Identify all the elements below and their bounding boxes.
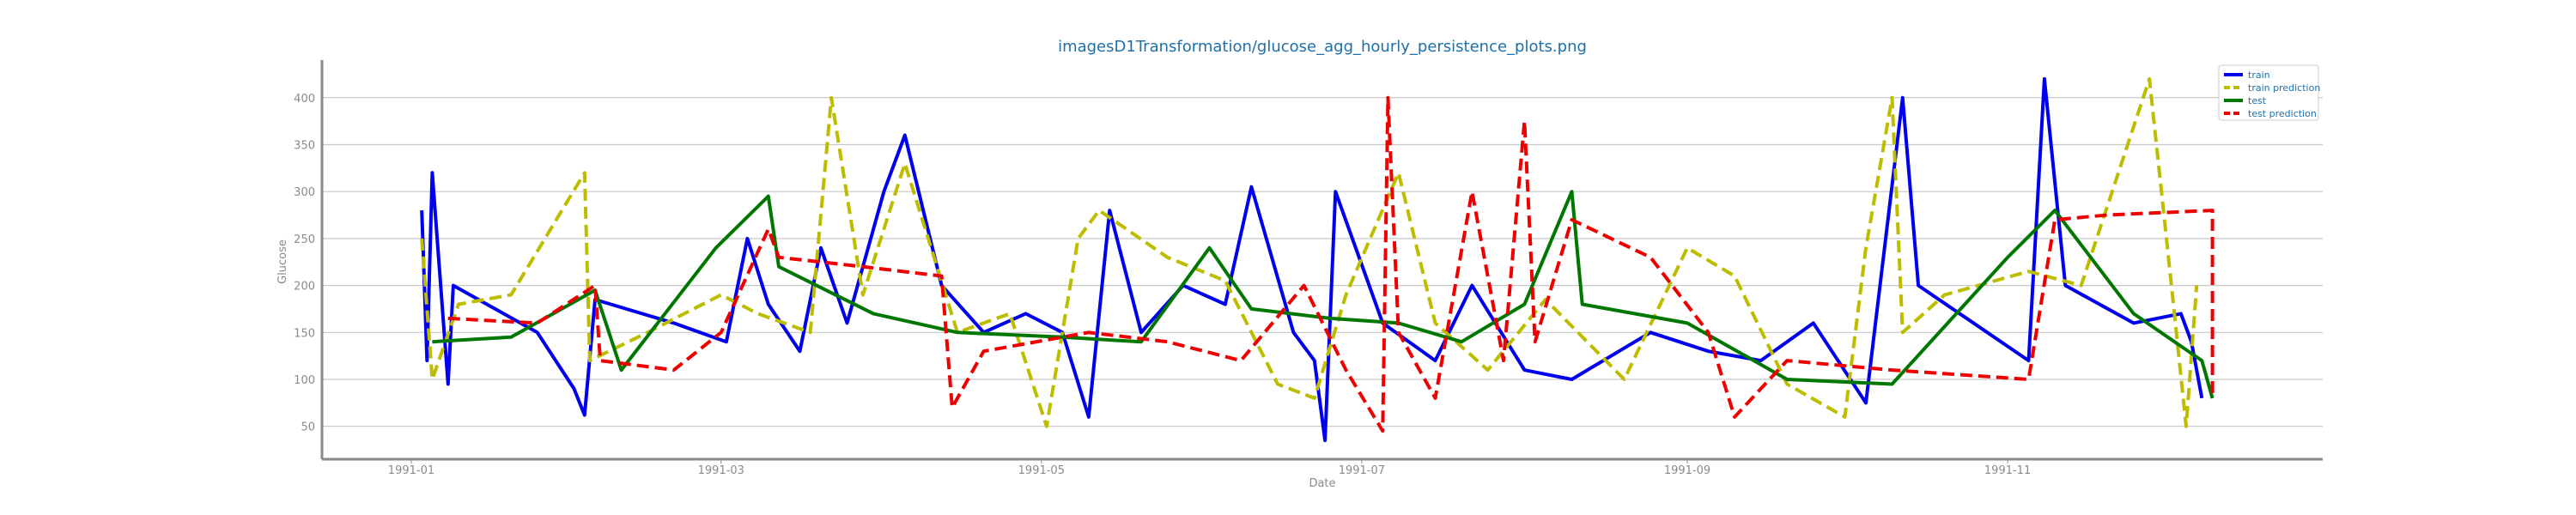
series-line-test — [432, 190, 2215, 399]
chart-title: imagesD1Transformation/glucose_agg_hourl… — [1058, 38, 1587, 56]
legend-label: test prediction — [2248, 108, 2317, 119]
x-tick-label: 1991-09 — [1664, 464, 1710, 477]
y-axis-label: Glucose — [276, 239, 289, 284]
x-tick-label: 1991-05 — [1018, 464, 1065, 477]
legend-label: train — [2248, 70, 2270, 81]
legend-box — [2218, 64, 2319, 121]
x-axis-label: Date — [1309, 477, 1335, 490]
y-tick-label: 250 — [294, 233, 315, 246]
grid — [322, 97, 2323, 427]
series-group — [420, 76, 2215, 443]
ticks: 50 100 150 200 250 300 350 400 1991-01 1991-03 199… — [294, 93, 2031, 477]
y-tick-label: 300 — [294, 186, 315, 199]
y-tick-label: 400 — [294, 93, 315, 106]
series-line-test-prediction — [447, 95, 2215, 433]
x-tick-label: 1991-07 — [1339, 464, 1385, 477]
y-tick-label: 350 — [294, 139, 315, 152]
legend-label: test — [2248, 95, 2267, 106]
x-tick-label: 1991-11 — [1984, 464, 2031, 477]
y-tick-label: 200 — [294, 281, 315, 294]
axes — [320, 60, 2323, 461]
x-tick-label: 1991-03 — [698, 464, 744, 477]
series-line-train — [420, 76, 2204, 443]
x-tick-label: 1991-01 — [388, 464, 434, 477]
y-tick-label: 100 — [294, 374, 315, 387]
legend-label: train prediction — [2248, 82, 2320, 94]
y-tick-label: 50 — [301, 421, 315, 434]
y-tick-label: 150 — [294, 327, 315, 340]
series-line-train-prediction — [420, 76, 2199, 428]
